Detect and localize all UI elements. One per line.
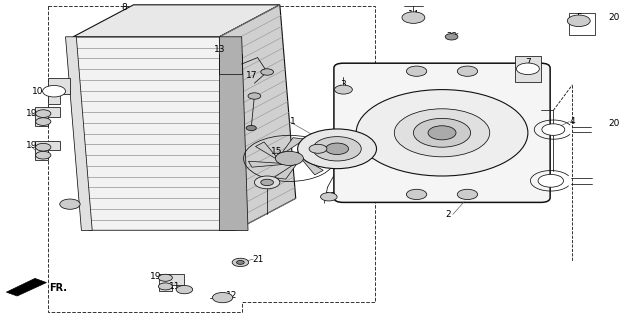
Polygon shape bbox=[73, 5, 280, 37]
Text: 19: 19 bbox=[26, 141, 38, 150]
Circle shape bbox=[248, 93, 261, 99]
Circle shape bbox=[254, 176, 280, 189]
Circle shape bbox=[60, 199, 80, 209]
Text: 20: 20 bbox=[608, 13, 619, 22]
Polygon shape bbox=[303, 158, 323, 175]
Circle shape bbox=[261, 69, 273, 75]
Polygon shape bbox=[35, 107, 60, 126]
Polygon shape bbox=[282, 138, 305, 152]
Polygon shape bbox=[66, 37, 92, 230]
Circle shape bbox=[516, 63, 539, 75]
Circle shape bbox=[356, 90, 528, 176]
Circle shape bbox=[406, 189, 427, 200]
Text: 1: 1 bbox=[289, 117, 296, 126]
Text: 12: 12 bbox=[226, 292, 238, 300]
Text: 11: 11 bbox=[169, 282, 181, 291]
Text: 18: 18 bbox=[325, 192, 336, 201]
Circle shape bbox=[542, 124, 565, 135]
Polygon shape bbox=[296, 150, 330, 156]
Polygon shape bbox=[73, 37, 235, 230]
Circle shape bbox=[298, 129, 377, 169]
FancyBboxPatch shape bbox=[334, 63, 550, 202]
Circle shape bbox=[321, 193, 337, 201]
Circle shape bbox=[158, 274, 172, 281]
Circle shape bbox=[36, 151, 51, 159]
Text: 10: 10 bbox=[32, 87, 44, 96]
Circle shape bbox=[232, 258, 249, 267]
Text: 19: 19 bbox=[26, 109, 38, 118]
Text: 16: 16 bbox=[315, 135, 327, 144]
Text: 12: 12 bbox=[64, 202, 76, 211]
Circle shape bbox=[406, 66, 427, 76]
Text: 4: 4 bbox=[570, 117, 575, 126]
Circle shape bbox=[158, 283, 172, 290]
Circle shape bbox=[212, 292, 233, 303]
Polygon shape bbox=[256, 142, 276, 158]
Circle shape bbox=[326, 143, 349, 155]
Circle shape bbox=[457, 189, 478, 200]
Circle shape bbox=[413, 118, 471, 147]
Circle shape bbox=[309, 144, 327, 153]
Polygon shape bbox=[6, 278, 46, 296]
Polygon shape bbox=[273, 164, 296, 179]
Polygon shape bbox=[219, 5, 296, 230]
Circle shape bbox=[36, 110, 51, 117]
Polygon shape bbox=[35, 141, 60, 160]
Circle shape bbox=[43, 85, 66, 97]
Circle shape bbox=[246, 125, 256, 131]
Text: 7: 7 bbox=[525, 58, 531, 67]
Text: 20: 20 bbox=[608, 119, 619, 128]
Polygon shape bbox=[515, 56, 541, 82]
Circle shape bbox=[538, 174, 563, 187]
Circle shape bbox=[402, 12, 425, 23]
Text: 3: 3 bbox=[340, 80, 347, 89]
Polygon shape bbox=[249, 161, 282, 167]
Text: FR.: FR. bbox=[49, 283, 67, 293]
Circle shape bbox=[428, 126, 456, 140]
Text: 19: 19 bbox=[150, 272, 162, 281]
Text: 8: 8 bbox=[121, 4, 127, 12]
Text: 6: 6 bbox=[550, 175, 556, 184]
Text: 22: 22 bbox=[446, 32, 457, 41]
Text: 14: 14 bbox=[408, 10, 419, 19]
Text: 17: 17 bbox=[245, 71, 257, 80]
Circle shape bbox=[275, 151, 303, 165]
Circle shape bbox=[313, 137, 361, 161]
Polygon shape bbox=[219, 37, 248, 230]
Circle shape bbox=[176, 285, 193, 294]
Circle shape bbox=[237, 260, 244, 264]
Circle shape bbox=[261, 179, 273, 186]
Text: 2: 2 bbox=[446, 210, 451, 219]
Circle shape bbox=[445, 34, 458, 40]
Circle shape bbox=[394, 109, 490, 157]
Text: 13: 13 bbox=[214, 45, 225, 54]
Text: 21: 21 bbox=[252, 255, 263, 264]
Polygon shape bbox=[48, 78, 70, 104]
Text: 5: 5 bbox=[576, 13, 582, 22]
Circle shape bbox=[36, 118, 51, 125]
Text: 9: 9 bbox=[273, 178, 280, 187]
Circle shape bbox=[567, 15, 590, 27]
Circle shape bbox=[36, 143, 51, 151]
Circle shape bbox=[457, 66, 478, 76]
Polygon shape bbox=[159, 274, 184, 291]
Circle shape bbox=[335, 85, 352, 94]
Text: 15: 15 bbox=[271, 148, 282, 156]
